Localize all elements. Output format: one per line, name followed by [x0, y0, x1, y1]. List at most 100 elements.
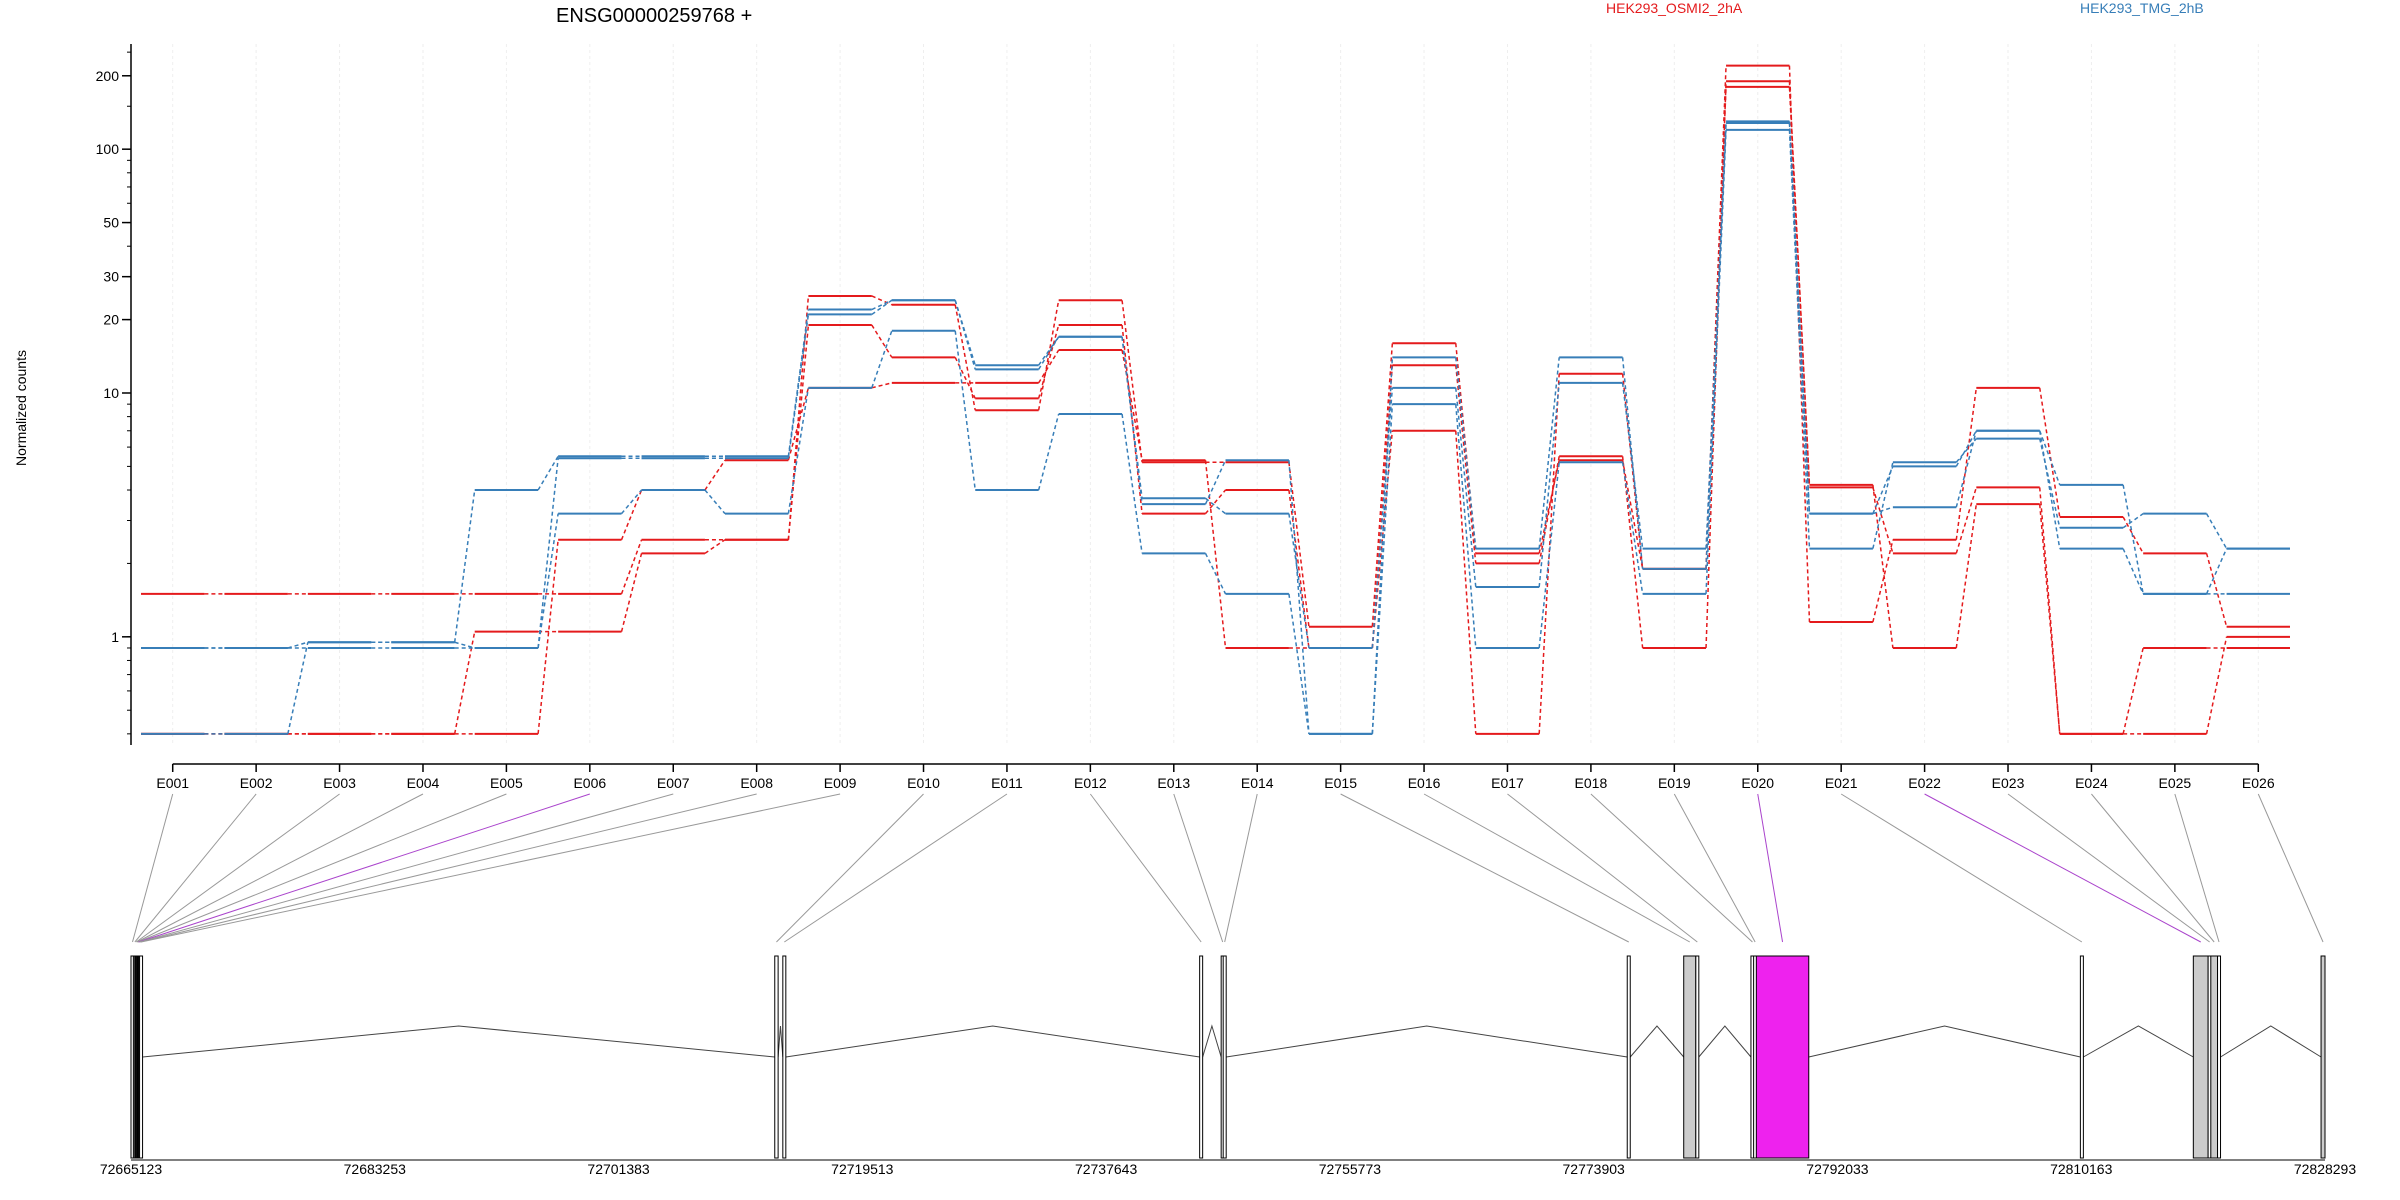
intron-line — [1226, 1025, 1628, 1058]
y-axis: 1 10 20 30 50 100 200 — [96, 44, 132, 745]
legend-entry-osmi: HEK293_OSMI2_2hA — [1606, 0, 1743, 16]
x-tick-label: E010 — [907, 775, 940, 791]
y-tick-label: 100 — [96, 141, 120, 157]
exon-link — [2091, 793, 2215, 943]
x-tick-label: E025 — [2159, 775, 2192, 791]
series-connector — [2039, 430, 2061, 486]
series-connector — [1455, 430, 1477, 734]
series-connector — [1621, 462, 1644, 594]
series-connector — [1204, 552, 1227, 595]
exon-link — [132, 793, 174, 943]
y-tick-label: 1 — [111, 629, 119, 645]
x-tick-label: E019 — [1658, 775, 1691, 791]
chart-title: ENSG00000259768 + — [556, 5, 752, 27]
series-connector — [787, 387, 810, 461]
exon-block-E025 — [2217, 955, 2222, 1159]
series-connector — [2038, 504, 2061, 734]
intron-line — [1202, 1024, 1222, 1058]
intron-line — [777, 1025, 784, 1058]
gene-model — [130, 955, 2326, 1159]
exon-block-E012 — [1199, 955, 1204, 1159]
x-tick-label: E013 — [1157, 775, 1190, 791]
series-connector — [954, 330, 976, 491]
series-connector — [1371, 343, 1394, 627]
series-connector — [2205, 553, 2228, 627]
exon-block-E015 — [1626, 955, 1631, 1159]
series-connector — [1455, 357, 1477, 549]
series-connector — [1288, 489, 1310, 649]
exon-link — [136, 793, 424, 943]
x-tick-label: E004 — [407, 775, 440, 791]
series-connector — [620, 539, 643, 595]
coord-tick-label: 72737643 — [1075, 1161, 1138, 1177]
series-connector — [1538, 460, 1560, 554]
series-connector — [1371, 365, 1394, 649]
series-connector — [1371, 387, 1394, 649]
gridlines — [172, 44, 2259, 745]
exon-link — [2007, 793, 2210, 943]
series-connector — [1705, 123, 1727, 549]
series-connector — [787, 309, 810, 457]
series-connector — [871, 324, 893, 358]
series-connector — [287, 641, 309, 649]
x-tick-label: E023 — [1992, 775, 2025, 791]
exon-block-E014 — [1222, 955, 1227, 1159]
series-connector — [1872, 487, 1894, 554]
x-tick-label: E018 — [1575, 775, 1608, 791]
exon-block-E009 — [139, 955, 144, 1159]
series-connector — [1955, 430, 1978, 508]
intron-line — [1698, 1025, 1752, 1058]
x-tick-label: E022 — [1908, 775, 1941, 791]
series-connector — [871, 330, 893, 389]
series-connector — [1037, 300, 1060, 411]
coord-tick-label: 72773903 — [1563, 1161, 1626, 1177]
coord-tick-label: 72719513 — [831, 1161, 894, 1177]
x-tick-label: E011 — [991, 775, 1023, 791]
series-connector — [787, 324, 810, 540]
series-connector — [1121, 349, 1143, 461]
exon-block-E026 — [2320, 955, 2326, 1159]
series-connector — [1204, 459, 1227, 505]
series-connector — [1037, 324, 1060, 399]
exon-link — [784, 793, 1008, 943]
series-connector — [1872, 462, 1894, 549]
exon-block-E022 — [2192, 955, 2209, 1159]
x-tick-label: E024 — [2075, 775, 2108, 791]
series-connector — [537, 513, 559, 649]
series-connector — [453, 489, 476, 643]
coord-tick-label: 72828293 — [2294, 1161, 2357, 1177]
series-connector — [1288, 460, 1310, 734]
series-2 — [141, 85, 2290, 735]
exon-block-E011 — [782, 955, 787, 1159]
exon-link — [1590, 793, 1753, 943]
x-tick-label: E020 — [1741, 775, 1774, 791]
exon-link-lines — [132, 793, 2324, 943]
series-0 — [141, 64, 2290, 628]
x-tick-label: E001 — [156, 775, 189, 791]
x-tick-label: E017 — [1491, 775, 1524, 791]
exon-link — [1924, 793, 2201, 943]
exon-link — [138, 793, 590, 943]
series-connector — [1621, 460, 1644, 569]
series-connector — [2205, 548, 2228, 595]
x-axis: E001 E002 E003 E004 E005 E006 E007 E008 E009 E010… — [156, 763, 2275, 791]
intron-line — [2083, 1025, 2194, 1058]
series-connector — [1037, 413, 1060, 491]
series-connector — [2122, 548, 2144, 595]
series-connector — [1204, 489, 1227, 515]
exon-block-E016 — [1683, 955, 1697, 1159]
series-connector — [2122, 516, 2144, 554]
exon-link — [1840, 793, 2083, 943]
series-connector — [1538, 382, 1560, 588]
series-connector — [1455, 387, 1477, 588]
series-connector — [704, 459, 726, 491]
series-5 — [141, 128, 2290, 735]
series-connector — [871, 295, 893, 306]
series-connector — [620, 489, 643, 515]
series-connector — [954, 300, 976, 366]
series-connector — [1204, 460, 1227, 649]
x-tick-label: E007 — [657, 775, 690, 791]
exon-link — [2257, 793, 2324, 943]
exon-block-E010 — [774, 955, 779, 1159]
x-tick-label: E006 — [573, 775, 606, 791]
